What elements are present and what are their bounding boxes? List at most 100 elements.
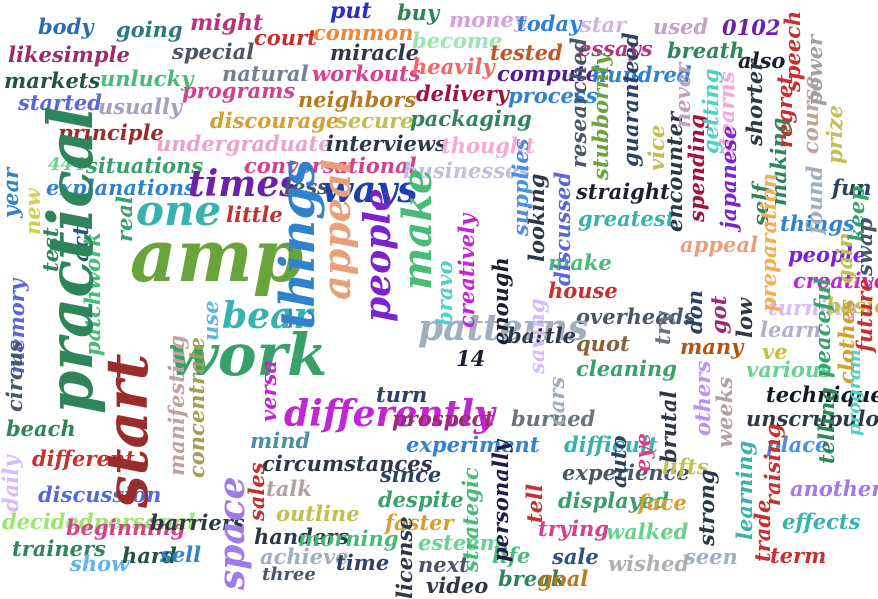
word-cars: sales	[244, 462, 269, 521]
word-court: court	[254, 25, 317, 50]
word-stubbornly: enough	[488, 257, 513, 345]
word-versa: daily	[0, 455, 23, 512]
word-delivery: delivery	[416, 81, 509, 106]
word-beginning: talk	[266, 476, 312, 501]
word-programs: programs	[182, 78, 296, 103]
word-burned: various	[746, 357, 832, 382]
word-heavily: heavily	[412, 54, 495, 79]
word-creatively: creatively	[454, 213, 479, 328]
word-ways: ways	[322, 169, 418, 211]
word-various: many	[680, 334, 744, 359]
word-trade: telling	[814, 387, 839, 464]
word-speech: japanese	[716, 125, 741, 229]
word-often: strong	[694, 469, 719, 546]
word-eye: future	[852, 278, 877, 352]
word-prospect: cleaning	[576, 356, 677, 381]
word-enough: strategic	[458, 467, 483, 572]
word-talk: experience	[562, 460, 690, 485]
word-morning: trying	[538, 516, 609, 541]
word-businesses: businesses	[403, 158, 531, 183]
word-hear: trade	[750, 499, 775, 562]
word-beach: technique	[766, 382, 878, 407]
word-term: next	[418, 552, 469, 577]
word-break: wished	[608, 551, 690, 576]
word-swap: power	[802, 34, 827, 106]
word-work: patterns	[418, 307, 589, 349]
word-breath: breath	[667, 38, 745, 63]
word-difficult: burned	[511, 406, 596, 431]
word-likesimple: likesimple	[8, 42, 130, 67]
word-raising: eye	[630, 433, 655, 472]
word-supplies: tell	[522, 483, 547, 523]
word-usually: usually	[98, 94, 183, 119]
word-miracle: miracle	[330, 40, 419, 65]
word-effects: barriers	[150, 510, 245, 535]
word-try: prize	[822, 104, 847, 164]
word-people: people	[357, 188, 399, 322]
word-ve: bear	[222, 295, 313, 337]
word-become: become	[412, 28, 503, 53]
word-bear: basic	[826, 293, 878, 318]
word-since: place	[766, 432, 829, 457]
word-started: started	[18, 90, 102, 115]
word-thought: thought	[441, 133, 535, 158]
word-space: circus	[2, 340, 27, 412]
word-put: put	[330, 0, 372, 24]
word-little: little	[226, 202, 283, 227]
word-never: researched	[566, 37, 591, 168]
word-practical: house	[548, 278, 618, 303]
word-power: shorter	[742, 59, 767, 146]
word-secure: secure	[336, 108, 414, 133]
word-appeal: appeal	[314, 159, 359, 300]
word-neighbors: neighbors	[298, 87, 417, 112]
word-hundred: hundred	[592, 62, 692, 87]
word-new: three	[262, 564, 316, 585]
word-spending: stubbornly	[588, 53, 613, 180]
word-might: might	[190, 10, 264, 36]
word-conversational: conversational	[244, 153, 417, 178]
word-markets: markets	[4, 68, 101, 93]
word-decidedpersonal: discussion	[38, 482, 162, 507]
word-life: hard	[122, 543, 177, 568]
word-learn: creatively	[793, 268, 878, 293]
word-next: show	[70, 551, 130, 576]
word-goal: seen	[684, 544, 738, 569]
word-low: swap	[852, 217, 877, 276]
word-act: break	[498, 566, 566, 591]
word-today: today	[517, 11, 582, 36]
word-place: unscrupulous	[746, 406, 878, 431]
word-looking: personally	[488, 440, 513, 562]
word-show: effects	[782, 509, 861, 534]
word-process: process	[508, 83, 598, 108]
word-displayed: since	[380, 462, 442, 487]
word-money: money	[449, 7, 527, 32]
word-basic: people	[788, 242, 867, 267]
word-circumstances: mind	[250, 428, 311, 453]
word-one: one	[136, 186, 222, 235]
word-outline: displayed	[558, 488, 669, 513]
word-greatest: greatest	[578, 206, 676, 231]
word-unscrupulous: turn	[376, 382, 428, 407]
word-strategic: concentrate	[184, 337, 209, 478]
word-body: body	[38, 14, 94, 39]
word-barriers: despite	[378, 487, 464, 512]
word-sales: use	[198, 300, 223, 341]
word-213: program	[844, 349, 865, 436]
word-learning: auto	[606, 435, 631, 488]
word-bravo: found	[802, 165, 827, 234]
word-clothes: don	[682, 290, 707, 334]
word-discourage: discourage	[210, 108, 340, 133]
word-video: sale	[552, 544, 599, 569]
word-sell: handers	[254, 524, 350, 549]
word-experiment: prospect	[392, 406, 495, 431]
word-trying: decidedpersonal	[2, 509, 196, 534]
word-special: special	[172, 39, 255, 64]
word-14: battle	[507, 323, 577, 348]
word-principle: principle	[58, 120, 164, 145]
word-discussion: circumstances	[262, 451, 433, 476]
word-essays: essays	[578, 36, 653, 61]
word-program: brutal	[656, 390, 681, 463]
word-buy: buy	[397, 0, 440, 25]
word-patterns: overheads	[576, 304, 696, 329]
